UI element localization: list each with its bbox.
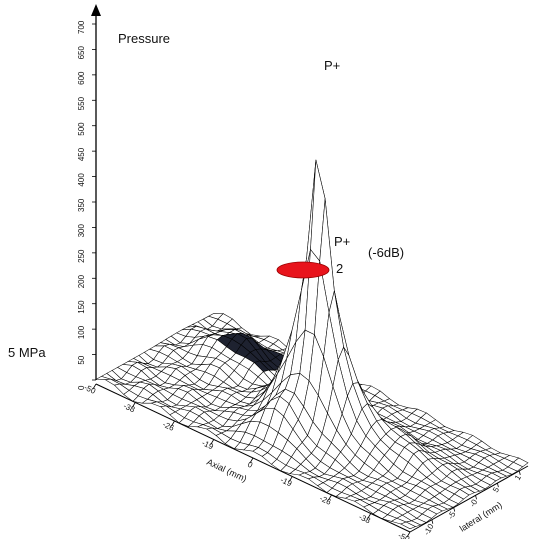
lateral-tick-mark (497, 483, 499, 488)
lateral-tick-mark (518, 470, 521, 475)
axial-tick-mark (367, 513, 372, 519)
lateral-axis-ticks: -10-5-051 (422, 470, 523, 537)
lateral-tick-mark (431, 519, 434, 524)
z-tick-label: 600 (77, 71, 86, 85)
axial-tick-mark (131, 402, 136, 408)
half-max-subscript: 2 (336, 261, 343, 276)
lateral-axis-label: lateral (mm) (458, 500, 504, 534)
axial-axis-label: Axial (mm) (205, 457, 248, 484)
half-max-label: P+ (334, 234, 350, 249)
axial-tick-mark (328, 494, 332, 501)
z-tick-label: 400 (77, 173, 86, 187)
lateral-tick-mark (453, 507, 456, 512)
axial-tick-mark (249, 457, 254, 464)
lateral-axis-line (409, 465, 529, 533)
surface-mesh (94, 159, 529, 530)
z-tick-label: 550 (77, 96, 86, 110)
baseline-label: 5 MPa (8, 345, 46, 360)
half-max-ellipse (276, 261, 330, 279)
z-axis-ticks: 0 50 100 150 200 250 300 350 400 450 500 550 600 650 7… (77, 20, 96, 390)
axial-tick-mark (288, 476, 293, 482)
lateral-tick-label: -5 (446, 510, 458, 521)
z-axis-label: Pressure (118, 31, 170, 46)
z-tick-label: 650 (77, 46, 86, 60)
z-axis-arrow-icon (91, 4, 101, 16)
z-tick-label: 200 (77, 274, 86, 288)
lateral-tick-label: 5 (491, 485, 501, 494)
axial-tick-mark (406, 531, 411, 538)
lateral-tick-mark (475, 495, 477, 500)
lateral-tick-label: 1 (513, 473, 523, 482)
axial-tick-mark (210, 439, 215, 445)
mesh-cell (400, 521, 417, 530)
z-tick-label: 50 (77, 355, 86, 364)
z-tick-label: 100 (77, 325, 86, 339)
z-tick-label: 450 (77, 147, 86, 161)
lateral-tick-label: -0 (468, 497, 480, 508)
z-tick-label: 500 (77, 122, 86, 136)
axial-tick-mark (92, 383, 97, 390)
z-tick-label: 250 (77, 249, 86, 263)
z-tick-label: 300 (77, 224, 86, 238)
peak-label: P+ (324, 58, 340, 73)
axial-tick-mark (171, 420, 175, 427)
z-tick-label: 0 (77, 385, 86, 390)
z-tick-label: 700 (77, 20, 86, 34)
z-tick-label: 150 (77, 300, 86, 314)
half-max-db-label: (-6dB) (368, 245, 404, 260)
z-tick-label: 350 (77, 198, 86, 212)
axial-tick-label: 0 (246, 460, 254, 470)
